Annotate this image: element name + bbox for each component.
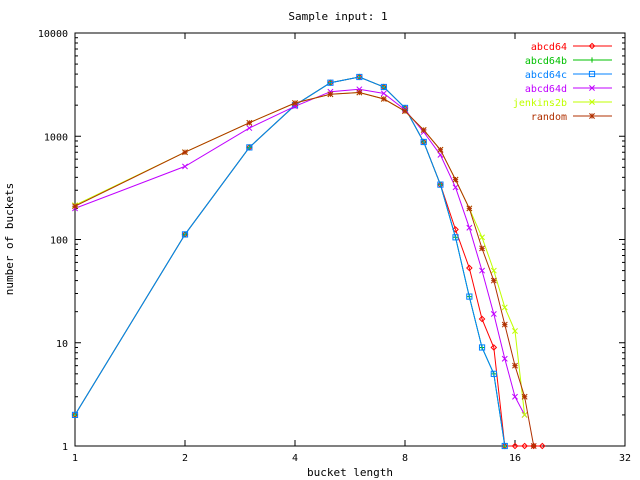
data-point (512, 393, 518, 400)
legend-marker (588, 70, 596, 78)
data-point (380, 95, 387, 102)
x-tick-label: 32 (619, 453, 631, 464)
y-tick-label: 100 (50, 236, 68, 247)
data-point (420, 127, 427, 133)
series-line (74, 76, 506, 447)
data-point (490, 267, 497, 274)
series-line (74, 88, 526, 416)
data-point (437, 146, 444, 153)
data-point (452, 234, 459, 241)
series-abcd64c (71, 73, 508, 450)
data-point (478, 315, 486, 323)
data-point (182, 149, 188, 156)
legend-label: abcd64b (525, 56, 567, 67)
data-point (181, 231, 189, 238)
legend-item: abcd64 (531, 42, 612, 53)
x-tick-label: 8 (402, 453, 408, 464)
legend-label: random (531, 112, 567, 123)
data-point (420, 138, 427, 146)
series-abcd64b (72, 74, 508, 449)
y-tick-label: 1000 (44, 132, 68, 143)
data-point (466, 205, 473, 212)
data-point (466, 264, 473, 272)
data-point (356, 73, 363, 81)
data-point (501, 321, 508, 328)
data-point (356, 89, 363, 96)
data-point (479, 234, 486, 241)
legend-label: abcd64c (525, 70, 567, 81)
series-layer (71, 73, 546, 450)
data-point (182, 163, 188, 170)
data-point (246, 144, 253, 151)
legend-item: jenkins2b (513, 98, 612, 109)
series-line (74, 91, 535, 447)
data-point (71, 411, 79, 419)
data-point (501, 304, 508, 311)
x-tick-label: 4 (292, 453, 298, 464)
x-tick-label: 2 (182, 453, 188, 464)
data-point (501, 442, 508, 450)
series-line (74, 76, 506, 447)
data-point (521, 411, 528, 418)
legend-marker (589, 113, 595, 119)
data-point (466, 293, 473, 300)
data-point (530, 443, 537, 449)
data-point (452, 176, 459, 183)
series-abcd64 (71, 73, 546, 450)
data-point (437, 181, 444, 188)
legend-label: abcd64d (525, 84, 567, 95)
chart-title: Sample input: 1 (288, 10, 387, 23)
data-point (380, 90, 387, 97)
data-point (246, 119, 253, 126)
legend-marker (589, 85, 595, 91)
data-point (511, 442, 519, 450)
x-tick-label: 16 (509, 453, 521, 464)
data-point (490, 311, 497, 317)
y-axis: 1 10 100 1000 10000 (38, 29, 625, 453)
legend-item: abcd64b (525, 56, 612, 67)
series-line (74, 76, 543, 447)
y-tick-label: 10000 (38, 29, 68, 40)
data-point (521, 442, 528, 450)
legend-marker (589, 99, 595, 105)
legend-marker (589, 57, 595, 63)
legend: abcd64 abcd64b abcd64c abcd64d jenkins2b rand… (513, 42, 612, 123)
data-point (292, 100, 298, 106)
data-point (246, 125, 253, 132)
series-line (74, 91, 526, 415)
y-tick-label: 10 (56, 339, 68, 350)
data-point (327, 79, 334, 86)
data-point (402, 108, 408, 115)
data-point (479, 267, 486, 274)
legend-item: abcd64c (525, 70, 612, 81)
x-tick-label: 1 (72, 453, 78, 464)
x-axis-label: bucket length (307, 466, 393, 479)
data-point (512, 328, 518, 334)
data-point (538, 442, 546, 450)
y-axis-label: number of buckets (3, 183, 16, 296)
data-point (490, 344, 498, 351)
data-point (380, 83, 387, 91)
legend-label: jenkins2b (513, 98, 567, 109)
data-point (479, 245, 486, 252)
legend-item: abcd64d (525, 84, 612, 95)
data-point (490, 277, 497, 284)
data-point (512, 362, 518, 369)
legend-label: abcd64 (531, 42, 567, 53)
data-point (72, 412, 78, 418)
legend-marker (588, 42, 596, 50)
data-point (478, 344, 486, 351)
data-point (521, 393, 528, 400)
data-point (452, 226, 459, 233)
legend-item: random (531, 112, 612, 123)
data-point (327, 91, 334, 98)
data-point (466, 224, 473, 231)
data-point (501, 355, 508, 362)
y-tick-label: 1 (62, 442, 68, 453)
data-point (452, 184, 459, 191)
data-point (72, 203, 78, 210)
series-random (72, 89, 537, 449)
data-point (490, 370, 497, 377)
